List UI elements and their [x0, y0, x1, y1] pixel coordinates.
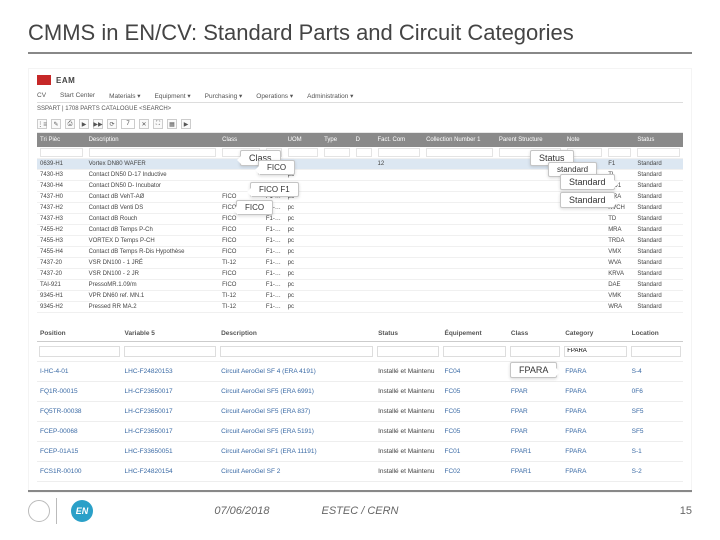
slide-title: CMMS in EN/CV: Standard Parts and Circui… [28, 20, 692, 46]
menu-tab[interactable]: Start Center [60, 92, 95, 100]
circuits-col-header[interactable]: Description [218, 327, 375, 341]
title-rule [28, 52, 692, 54]
callout-standard1: Standard [560, 174, 615, 190]
menu-tab[interactable]: Equipment ▾ [155, 92, 191, 100]
parts-row[interactable]: 9345-H1VPR DN60 ref. MN.1TI-12F1-OP-3pcV… [37, 291, 683, 302]
parts-col-header: Parent Structure [496, 133, 564, 147]
parts-row[interactable]: 7437-20VSR DN100 - 2 JRFICOF1-JD-3pcKRVA… [37, 269, 683, 280]
circuits-row[interactable]: FCS1R-00100LHC-F24820154Circuit AeroGel … [37, 461, 683, 481]
toolbar-button[interactable]: ✎ [51, 119, 61, 129]
parts-row[interactable]: 7437-H3Contact dB RouchFICOF1-ICU-1pcTDS… [37, 214, 683, 225]
parts-col-header: Tri Pièc [37, 133, 86, 147]
toolbar-button[interactable]: ▶ [181, 119, 191, 129]
filter-input[interactable] [443, 346, 505, 357]
circuits-col-header[interactable]: Équipement [441, 327, 507, 341]
footer-center: ESTEC / CERN [321, 505, 398, 517]
circuits-col-header[interactable]: Position [37, 327, 122, 341]
circuits-row[interactable]: I-HC-4-01LHC-F24820153Circuit AeroGel SF… [37, 361, 683, 381]
circuits-row[interactable]: FQ5TR-00038LH-CF23650017Circuit AeroGel … [37, 401, 683, 421]
filter-input[interactable] [564, 346, 626, 357]
filter-input[interactable] [124, 346, 217, 357]
callout-fico-2: FICO F1 [250, 182, 299, 197]
parts-row[interactable]: 7437-20VSR DN100 - 1 JRÉTI-12F1-JD-2pcWV… [37, 258, 683, 269]
parts-col-header: Status [634, 133, 683, 147]
parts-col-header: UOM [285, 133, 321, 147]
toolbar-button[interactable]: ▦ [167, 119, 177, 129]
parts-col-header: Description [86, 133, 220, 147]
circuits-row[interactable]: FCEP-01A15LHC-F33650051Circuit AeroGel S… [37, 441, 683, 461]
parts-col-header: D [353, 133, 375, 147]
callout-fpara: FPARA [510, 362, 557, 378]
callout-fico-1: FICO [258, 160, 295, 175]
callout-fico-3: FICO [236, 200, 273, 215]
parts-row[interactable]: 7455-H4Contact dB Temps R-Dis HypothèseF… [37, 247, 683, 258]
parts-row[interactable]: 7455-H3VORTEX D Temps P-CHFICOF1-ICU-3pc… [37, 236, 683, 247]
toolbar-button[interactable]: ✕ [139, 119, 149, 129]
filter-input[interactable] [377, 346, 439, 357]
menu-tab[interactable]: CV [37, 92, 46, 100]
menu-tab[interactable]: Administration ▾ [307, 92, 353, 100]
parts-row[interactable]: TAI-921PressoMR.1.09/mFICOF1-OP-2pcDAESt… [37, 280, 683, 291]
circuits-table: PositionVariable 5DescriptionStatusÉquip… [37, 327, 683, 482]
circuits-col-header[interactable]: Status [375, 327, 441, 341]
menu-tab[interactable]: Operations ▾ [256, 92, 293, 100]
parts-col-header: Class [219, 133, 263, 147]
filter-input[interactable] [220, 346, 373, 357]
circuits-row[interactable]: FCEP-00068LH-CF23650017Circuit AeroGel S… [37, 421, 683, 441]
filter-input[interactable] [510, 346, 560, 357]
parts-table: Tri PiècDescriptionClass UOMTypeDFact. Co… [37, 133, 683, 313]
menu-tab[interactable]: Purchasing ▾ [205, 92, 243, 100]
toolbar-button[interactable]: ⎙ [65, 119, 75, 129]
app-name: EAM [56, 76, 75, 85]
filter-input[interactable] [39, 346, 120, 357]
parts-row[interactable]: 7455-H2Contact dB Temps P-ChFICOF1-ICU-2… [37, 225, 683, 236]
circuits-col-header[interactable]: Variable 5 [122, 327, 219, 341]
toolbar-button[interactable]: ▶▶ [93, 119, 103, 129]
en-sub [93, 509, 94, 514]
circuits-col-header[interactable]: Location [629, 327, 683, 341]
parts-col-header [263, 133, 285, 147]
circuits-col-header[interactable]: Class [508, 327, 562, 341]
toolbar-button[interactable]: ▶ [79, 119, 89, 129]
parts-col-header: Collection Number 1 [423, 133, 496, 147]
app-screenshot: EAM CV Start Center Materials ▾ Equipment ▾… [28, 68, 692, 493]
menu-tab[interactable]: Materials ▾ [109, 92, 140, 100]
toolbar-button[interactable]: 7 [121, 119, 135, 129]
brand-logo [37, 75, 51, 85]
app-bar: EAM [37, 75, 683, 85]
en-logo-icon: EN [71, 500, 93, 522]
footer: EN 07/06/2018 ESTEC / CERN 15 [28, 490, 692, 524]
parts-col-header: Note [564, 133, 605, 147]
filter-input[interactable] [631, 346, 681, 357]
toolbar-button[interactable]: ⛶ [153, 119, 163, 129]
circuits-row[interactable]: FQ1R-00015LH-CF23650017Circuit AeroGel S… [37, 381, 683, 401]
breadcrumb: SSPART | 1708 PARTS CATALOGUE <SEARCH> [37, 103, 683, 115]
parts-col-header [605, 133, 634, 147]
footer-page: 15 [680, 505, 692, 517]
parts-col-header: Fact. Com [375, 133, 424, 147]
menu-tabs: CV Start Center Materials ▾ Equipment ▾ Purc… [37, 89, 683, 103]
toolbar-button[interactable]: ⟳ [107, 119, 117, 129]
callout-standard2: Standard [560, 192, 615, 208]
parts-col-header: Type [321, 133, 353, 147]
toolbar-button[interactable]: ⋮≡ [37, 119, 47, 129]
footer-date: 07/06/2018 [214, 505, 269, 517]
cern-mark [28, 500, 50, 522]
toolbar: ⋮≡✎⎙▶▶▶⟳7✕⛶▦▶ [37, 115, 683, 133]
parts-row[interactable]: 9345-H2Pressed RR MA.2TI-12F1-OP-4pcWRAS… [37, 302, 683, 313]
circuits-col-header[interactable]: Category [562, 327, 628, 341]
